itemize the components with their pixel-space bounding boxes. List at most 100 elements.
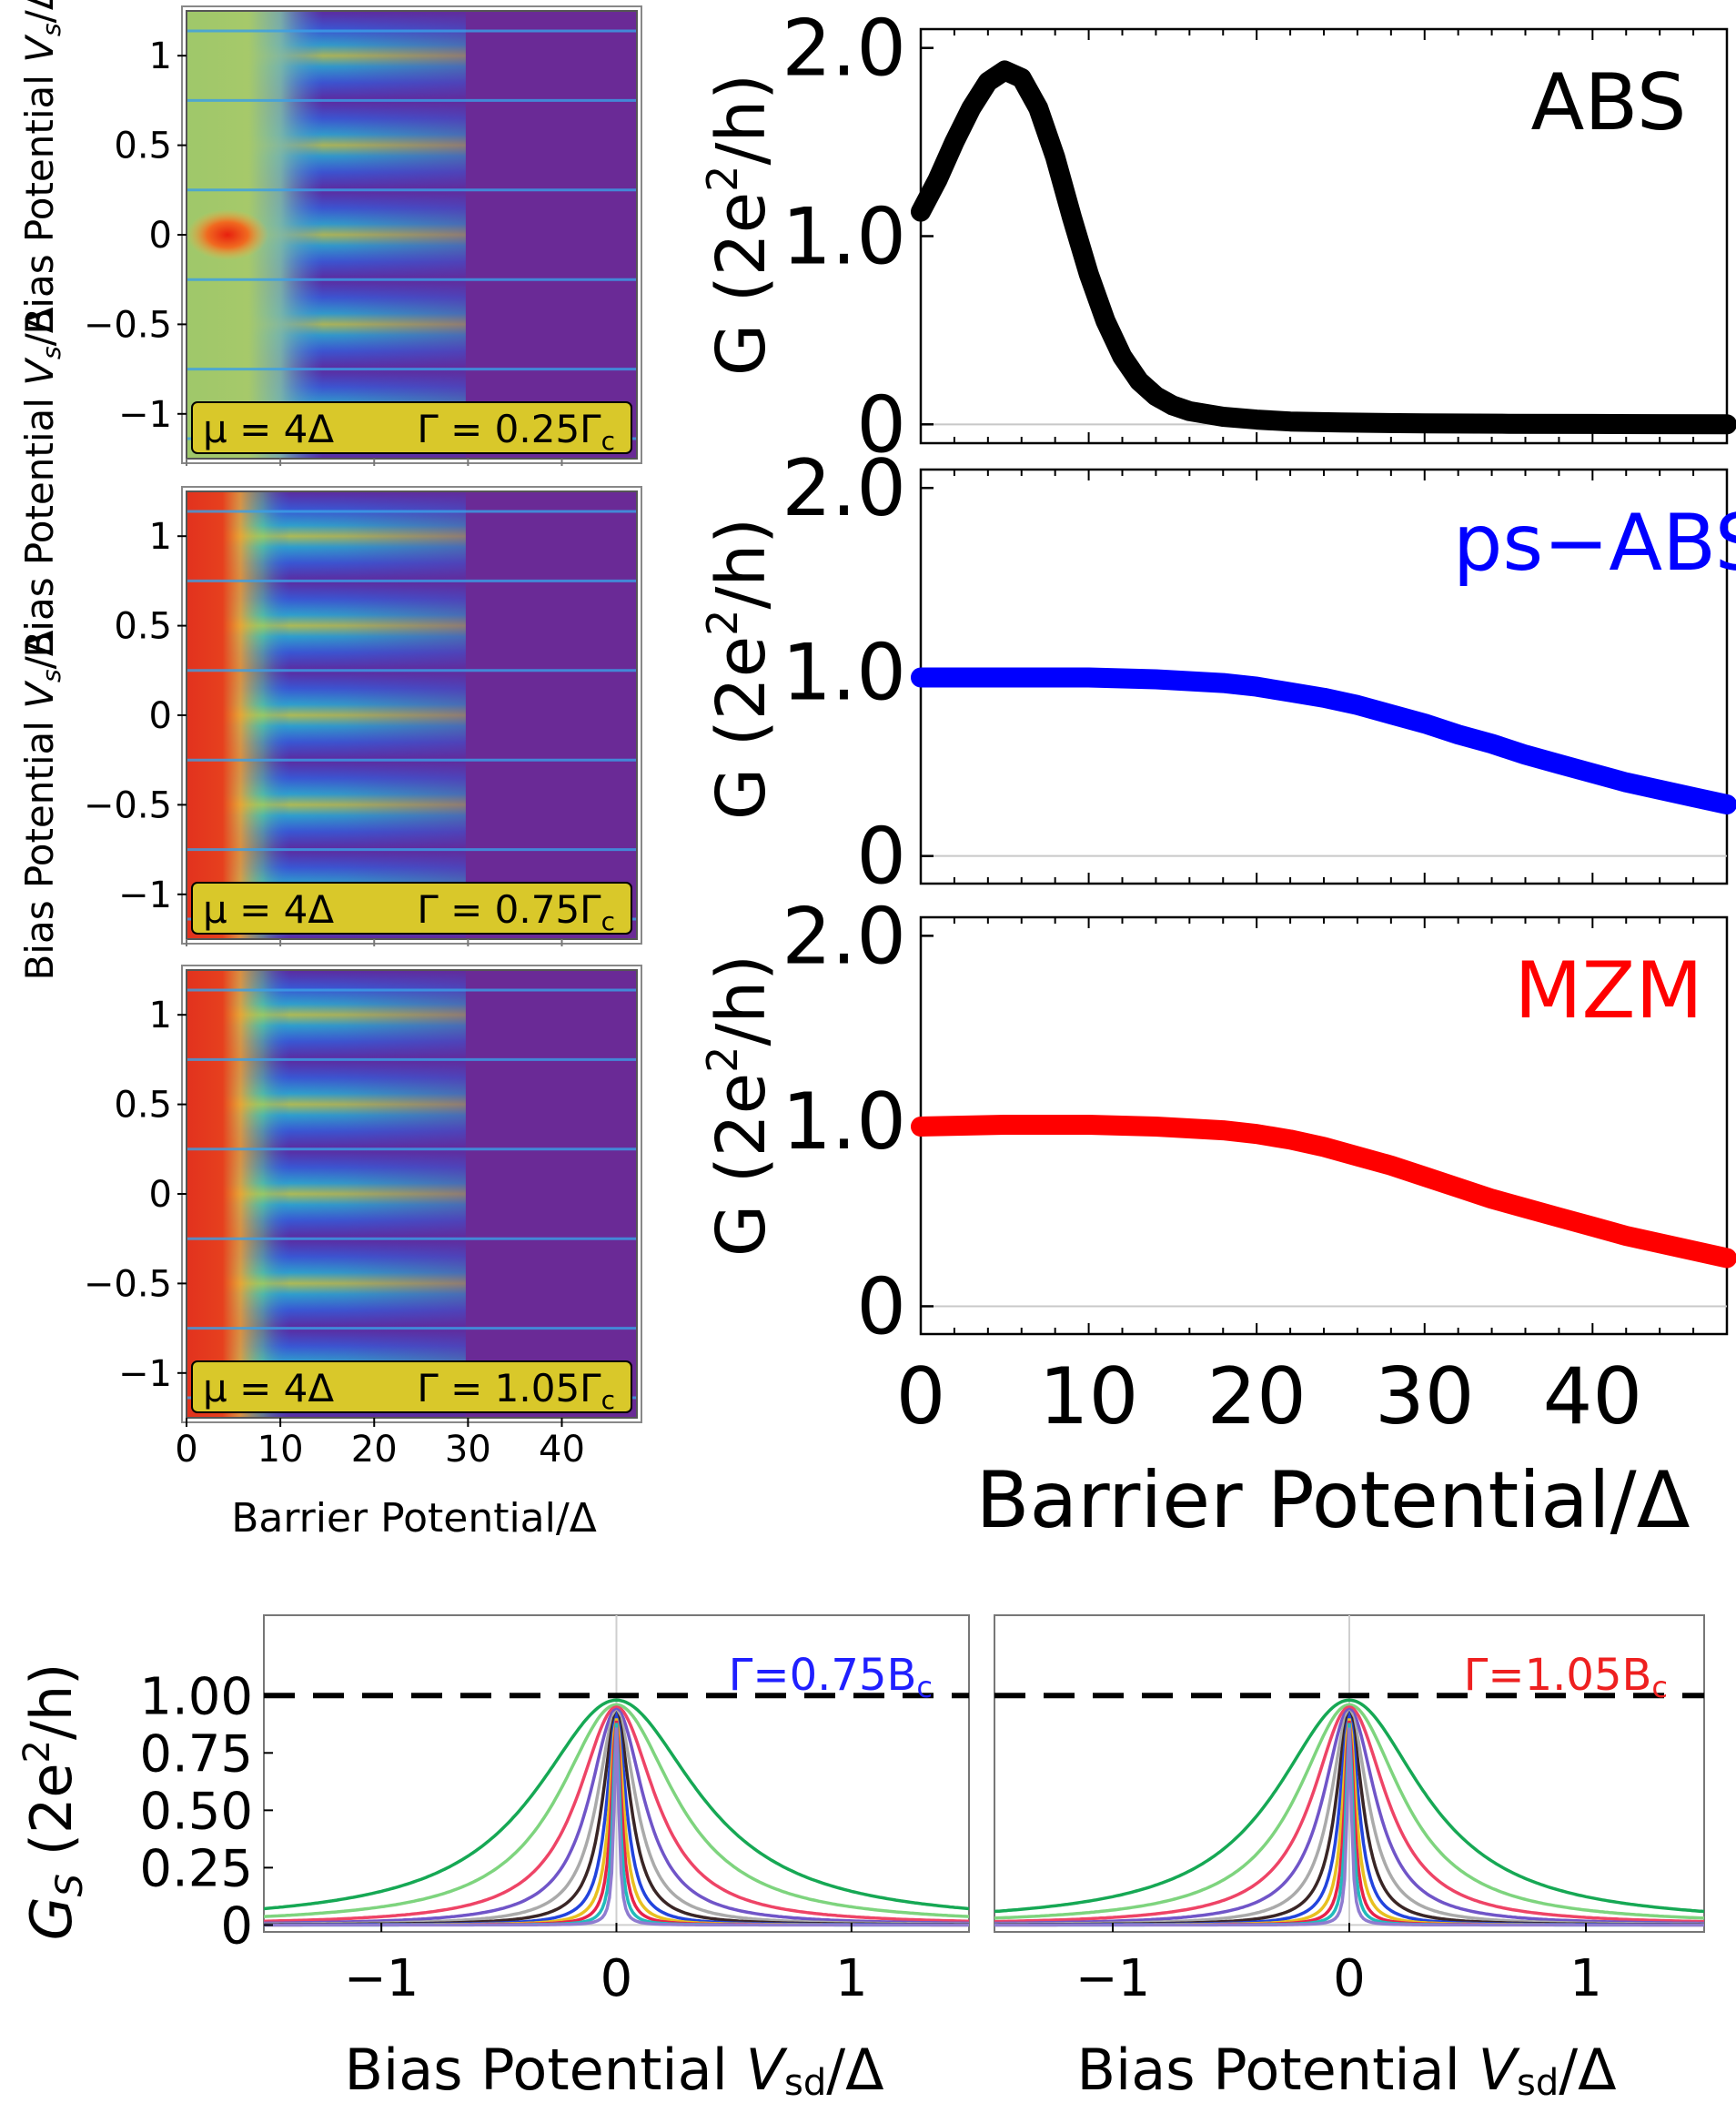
y-tick-label: 1.0	[782, 627, 906, 718]
heatmap-y-tick-label: −0.5	[84, 1263, 172, 1305]
x-tick-label: 40	[1543, 1351, 1642, 1442]
lorentz-annotation: Γ=0.75Bc	[729, 1650, 933, 1704]
y-tick-label: 0.50	[139, 1782, 253, 1841]
heatmap-panel-bottom: 10.50−0.5−10 10 20 30 40μ = 4Δ Γ = 1.05Γc	[84, 965, 642, 1471]
x-tick-label: 20	[1206, 1351, 1306, 1442]
heatmap-xlabel: Barrier Potential/Δ	[231, 1495, 597, 1542]
heatmap-panel-middle: 1 0.5 0 −0.5 −1 μ = 4Δ Γ = 0.75Γc	[84, 486, 642, 946]
heatmap-annotation-box	[191, 1360, 632, 1413]
heatmap-image	[187, 491, 637, 939]
mzm-ylabel: G (2e2/h)	[698, 955, 781, 1257]
heatmap-annotation-mu: μ = 4Δ	[203, 407, 334, 451]
lorentz-annotation-text: Γ=0.75B	[729, 1650, 917, 1701]
heatmap-annotation-gamma-sub: c	[601, 1385, 615, 1415]
line-panel-frame	[919, 27, 1729, 445]
conductance-curve-line-mzm	[911, 1115, 1736, 1269]
heatmap-annotation-gamma: Γ = 0.75Γc	[417, 887, 615, 936]
heatmap-middle-ylabel: Bias Potential Vs/Δ	[17, 307, 66, 657]
lorentzian-curve-w3	[263, 1705, 970, 1924]
x-tick-label: −1	[344, 1949, 419, 2008]
lorentz-annotation: Γ=1.05Bc	[1464, 1650, 1668, 1704]
x-tick-label: 10	[1039, 1351, 1138, 1442]
lorentz-ylabel: GS (2e2/h)	[16, 1663, 91, 1941]
heatmap-annotation-mu: μ = 4Δ	[203, 887, 334, 932]
lorentzian-curve-w1	[994, 1698, 1705, 1914]
heatmap-y-tick-label: −0.5	[84, 304, 172, 346]
lorentz-annotation-text: Γ=1.05B	[1464, 1650, 1652, 1701]
heatmap-image	[187, 11, 637, 459]
heatmap-annotation-gamma-sub: c	[601, 426, 615, 456]
lorentz-annotation-sub: c	[916, 1670, 933, 1704]
lorentzian-curve-w2	[263, 1703, 970, 1918]
heatmap-image	[187, 970, 637, 1418]
heatmap-y-tick-label: −1	[118, 394, 172, 436]
y-tick-label: 2.0	[782, 4, 906, 95]
line-panel-abs: 2.0 1.0 0 ABS	[782, 4, 1736, 470]
heatmap-annotation-box	[191, 401, 632, 454]
heatmap-warm-region	[187, 970, 412, 1418]
line-xlabel: Barrier Potential/Δ	[976, 1455, 1691, 1546]
heatmap-annotation-gamma-text: Γ = 0.25Γ	[417, 407, 601, 451]
lorentzian-curve-w4	[264, 1707, 969, 1926]
line-panel-mzm: 2.0 1.0 0 MZM 0 10 20 30 40	[782, 891, 1736, 1442]
x-tick-label: 0	[896, 1351, 946, 1442]
curve-label: ps−ABS	[1453, 498, 1736, 589]
heatmap-x-tick-label: 20	[351, 1429, 398, 1471]
y-tick-label: 0	[856, 812, 906, 903]
x-tick-label: 0	[1333, 1949, 1366, 2008]
y-tick-label: 0.25	[139, 1839, 253, 1898]
heatmap-x-tick-label: 10	[257, 1429, 304, 1471]
heatmap-y-tick-label: 0	[149, 1174, 172, 1216]
conductance-curve-line-ps-abs	[911, 667, 1736, 814]
y-tick-label: 2.0	[782, 891, 906, 982]
heatmap-annotation-gamma: Γ = 1.05Γc	[417, 1366, 615, 1415]
y-tick-label: 0	[220, 1896, 253, 1956]
ps-abs-ylabel: G (2e2/h)	[698, 518, 781, 820]
lorentz-panel-right: −1 0 1 Γ=1.05Bc	[994, 1614, 1705, 2008]
x-tick-label: 1	[835, 1949, 868, 2008]
heatmap-y-tick-label: 1	[149, 35, 172, 77]
y-tick-label: 0	[856, 379, 906, 470]
lorentz-annotation-sub: c	[1651, 1670, 1668, 1704]
heatmap-annotation-gamma-sub: c	[601, 906, 615, 936]
y-tick-label: 1.0	[782, 192, 906, 283]
heatmap-bottom-ylabel: Bias Potential Vs/Δ	[17, 630, 66, 980]
lorentzian-curve-w2	[994, 1703, 1705, 1920]
heatmap-x-tick-label: 30	[445, 1429, 491, 1471]
y-tick-label: 0	[856, 1261, 906, 1352]
y-tick-label: 1.00	[139, 1667, 253, 1726]
lorentz-left-xlabel: Bias Potential Vsd/Δ	[344, 2037, 883, 2104]
y-tick-label: 1.0	[782, 1077, 906, 1168]
lorentzian-curve-w4	[994, 1707, 1704, 1926]
lorentzian-curve-w3	[994, 1705, 1705, 1924]
heatmap-y-tick-label: 0.5	[114, 1085, 172, 1127]
heatmap-y-tick-label: 0.5	[114, 126, 172, 167]
heatmap-y-tick-label: −1	[118, 875, 172, 916]
x-tick-label: 0	[601, 1949, 633, 2008]
heatmap-panel-top: 1 0.5 0 −0.5 −1 μ = 4Δ Γ = 0.25Γc	[84, 5, 642, 466]
heatmap-annotation-gamma-text: Γ = 0.75Γ	[417, 887, 601, 932]
abs-ylabel: G (2e2/h)	[698, 74, 781, 376]
heatmap-warm-region	[187, 491, 412, 939]
heatmap-annotation-box	[191, 882, 632, 935]
lorentz-right-xlabel: Bias Potential Vsd/Δ	[1076, 2037, 1616, 2104]
heatmap-y-tick-label: 0	[149, 215, 172, 257]
heatmap-y-tick-label: −0.5	[84, 784, 172, 826]
heatmap-x-tick-label: 0	[175, 1429, 197, 1471]
heatmap-zero-bias-peak	[187, 209, 268, 260]
lorentzian-curve-w1	[263, 1698, 970, 1911]
y-tick-label: 0.75	[139, 1724, 253, 1784]
line-panel-ps-abs: 2.0 1.0 0 ps−ABS	[782, 443, 1736, 903]
heatmap-x-tick-label: 40	[539, 1429, 585, 1471]
x-tick-label: 1	[1569, 1949, 1602, 2008]
heatmap-annotation-gamma: Γ = 0.25Γc	[417, 407, 615, 456]
heatmap-y-tick-label: 1	[149, 516, 172, 558]
curve-label: MZM	[1514, 945, 1702, 1036]
heatmap-y-tick-label: 0	[149, 695, 172, 737]
y-tick-label: 2.0	[782, 443, 906, 534]
heatmap-annotation-gamma-text: Γ = 1.05Γ	[417, 1366, 601, 1410]
heatmap-y-tick-label: −1	[118, 1353, 172, 1395]
conductance-curve-line-abs	[911, 60, 1736, 435]
